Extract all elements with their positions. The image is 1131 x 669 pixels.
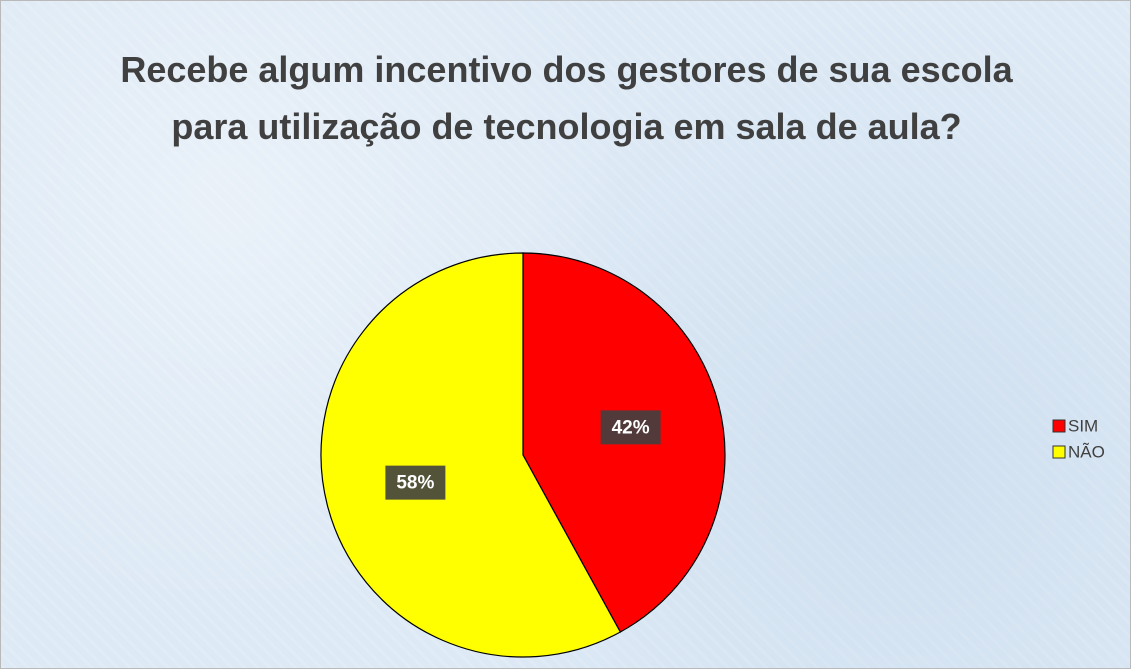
chart-title: Recebe algum incentivo dos gestores de s…: [120, 49, 1013, 147]
legend-label: NÃO: [1068, 442, 1105, 461]
data-label-box: [600, 410, 661, 445]
legend-label: SIM: [1068, 416, 1098, 435]
legend-swatch: [1052, 419, 1066, 433]
data-label: 58%: [396, 473, 434, 494]
data-label-box: [385, 465, 446, 500]
legend-swatch: [1052, 445, 1066, 459]
data-label: 42%: [612, 417, 650, 438]
pie-slice: [320, 252, 622, 658]
